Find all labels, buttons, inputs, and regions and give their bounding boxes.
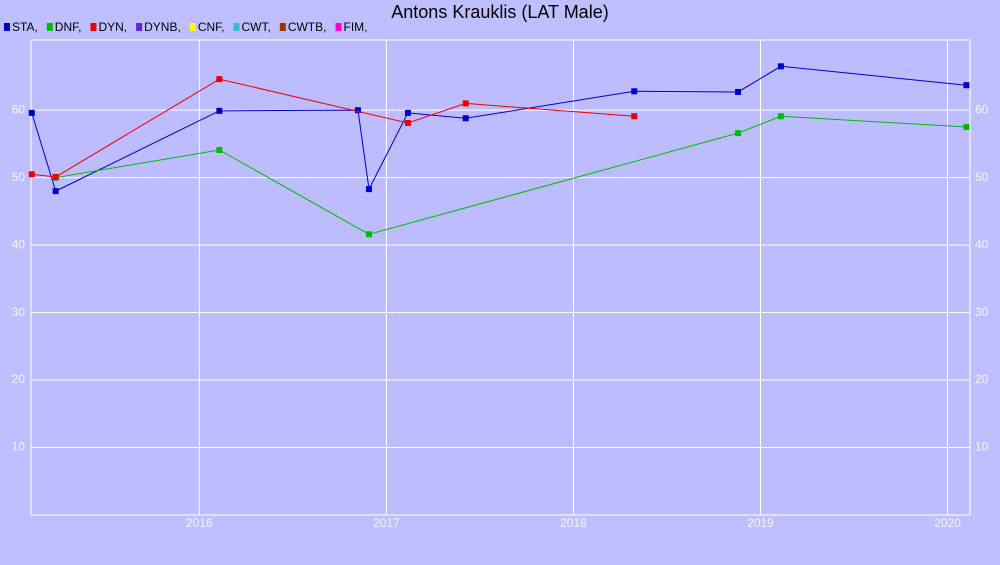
- plot-area: [30, 39, 971, 516]
- point-marker: [462, 100, 469, 107]
- point-marker: [216, 146, 223, 153]
- legend-label: DYNB,: [144, 20, 181, 34]
- legend-label: DYN,: [98, 20, 127, 34]
- legend-label: CWTB,: [288, 20, 327, 34]
- point-marker: [777, 113, 784, 120]
- series-line: [31, 78, 635, 178]
- point-marker: [735, 130, 742, 137]
- y-tick-label-right: 40: [975, 237, 989, 251]
- legend-swatch: [279, 23, 286, 31]
- legend-swatch: [136, 23, 143, 31]
- y-tick-label-right: 20: [975, 372, 989, 386]
- legend-label: STA,: [12, 20, 38, 34]
- legend-swatch: [335, 23, 342, 31]
- y-tick-label: 40: [12, 237, 26, 251]
- point-marker: [28, 171, 35, 178]
- point-marker: [354, 107, 361, 114]
- point-marker: [366, 231, 373, 238]
- point-marker: [28, 109, 35, 116]
- point-marker: [216, 76, 223, 83]
- y-tick-label-right: 10: [975, 440, 989, 454]
- point-marker: [462, 115, 469, 122]
- legend-label: FIM,: [343, 20, 367, 34]
- point-marker: [631, 113, 638, 120]
- y-tick-label: 30: [12, 305, 26, 319]
- legend-swatch: [4, 23, 10, 31]
- legend-label: CWT,: [241, 20, 270, 34]
- x-tick-label: 2017: [373, 516, 400, 530]
- point-marker: [366, 186, 373, 193]
- point-marker: [52, 188, 59, 195]
- legend-swatch: [189, 23, 196, 31]
- x-tick-label: 2016: [186, 516, 213, 530]
- x-tick-label: 2018: [560, 516, 587, 530]
- legend-label: CNF,: [198, 20, 225, 34]
- y-tick-label: 20: [12, 372, 26, 386]
- legend-swatch: [90, 23, 97, 31]
- y-tick-label: 60: [12, 102, 26, 116]
- y-tick-label: 10: [12, 440, 26, 454]
- x-tick-label: 2020: [934, 516, 961, 530]
- point-marker: [631, 88, 638, 95]
- point-marker: [404, 119, 411, 126]
- y-tick-label-right: 50: [975, 170, 989, 184]
- y-tick-label: 50: [12, 170, 26, 184]
- point-marker: [52, 173, 59, 180]
- legend-swatch: [46, 23, 53, 31]
- legend-label: DNF,: [55, 20, 82, 34]
- y-tick-label-right: 30: [975, 305, 989, 319]
- point-marker: [404, 109, 411, 116]
- point-marker: [777, 63, 784, 70]
- point-marker: [963, 82, 970, 89]
- point-marker: [216, 107, 223, 114]
- point-marker: [963, 124, 970, 131]
- chart-title: Antons Krauklis (LAT Male): [391, 2, 608, 22]
- x-tick-label: 2019: [747, 516, 774, 530]
- legend-swatch: [233, 23, 240, 31]
- point-marker: [735, 88, 742, 95]
- y-tick-label-right: 60: [975, 102, 989, 116]
- series-line: [55, 115, 967, 235]
